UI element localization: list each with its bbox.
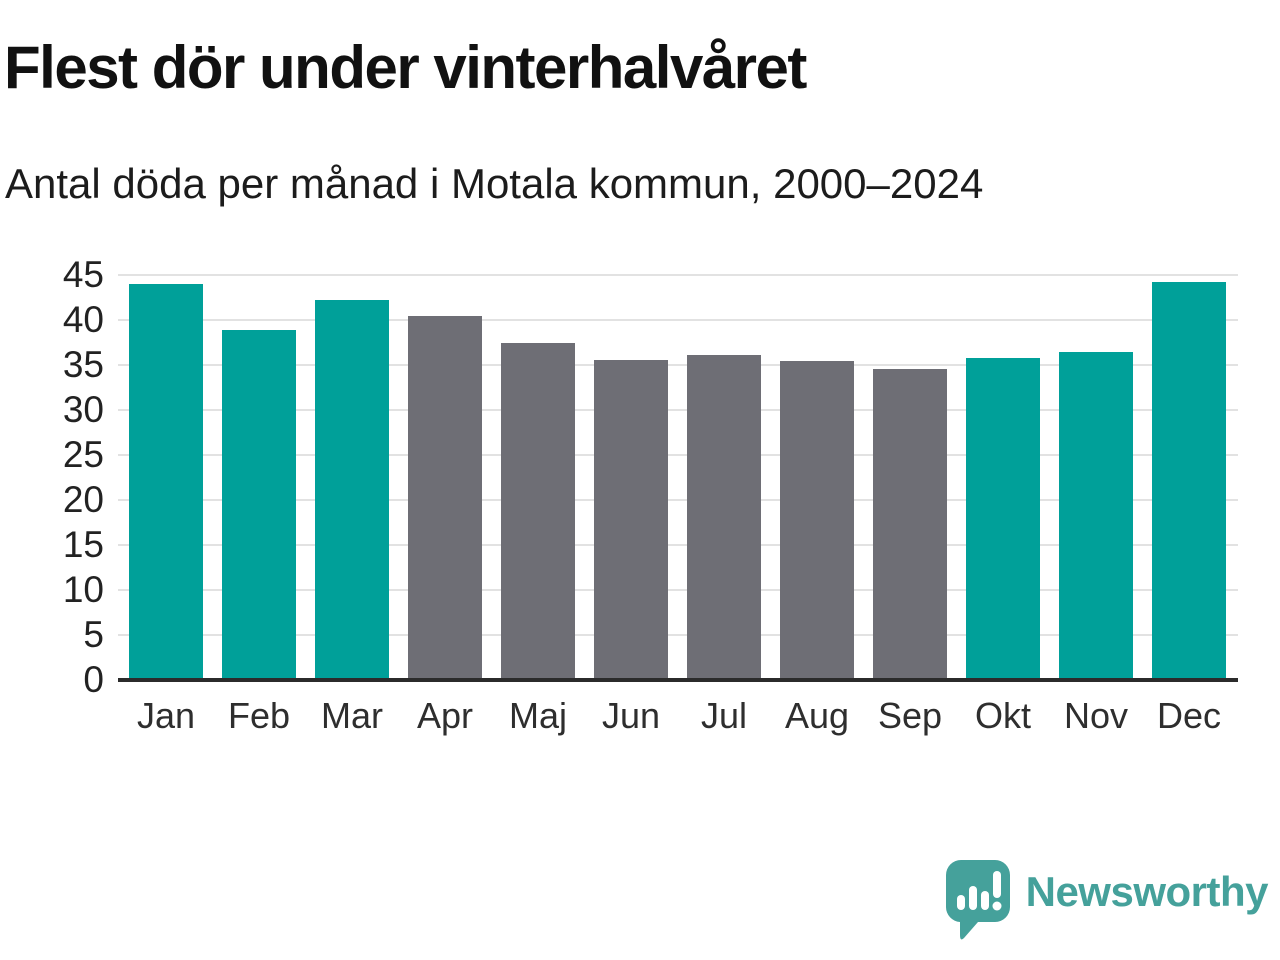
gridline-10 [118,589,1238,591]
gridline-5 [118,634,1238,636]
bar-dec [1152,282,1226,680]
bar-jan [129,284,203,680]
x-tick-label-aug: Aug [784,695,850,736]
x-tick-label-nov: Nov [1063,695,1129,736]
y-tick-label-0: 0 [83,659,104,700]
x-axis-labels: Jan Feb Mar Apr Maj Jun Jul Aug Sep Okt Nov Dec [129,695,1226,737]
x-tick-label-jul: Jul [700,695,748,736]
y-tick-label-35: 35 [62,344,104,385]
bar-mar [315,300,389,680]
y-tick-label-40: 40 [62,299,104,340]
bar-sep [873,368,947,680]
y-tick-label-20: 20 [62,479,104,520]
y-tick-label-5: 5 [83,614,104,655]
bar-jun [594,359,668,680]
x-tick-label-feb: Feb [227,695,291,736]
y-tick-label-10: 10 [62,569,104,610]
y-tick-label-15: 15 [62,524,104,565]
bar-nov [1059,351,1133,680]
y-tick-label-30: 30 [62,389,104,430]
x-tick-label-mar: Mar [321,695,383,736]
x-tick-label-apr: Apr [416,695,474,736]
newsworthy-logo-icon [945,860,1010,940]
y-tick-label-25: 25 [62,434,104,475]
brand-footer: Newsworthy [945,860,1269,942]
gridline-20 [118,499,1238,501]
x-tick-label-okt: Okt [974,695,1031,736]
x-tick-label-jan: Jan [136,695,196,736]
x-tick-label-sep: Sep [877,695,943,736]
y-axis: 0 5 10 15 20 25 30 35 40 45 [0,254,104,700]
gridline-30 [118,409,1238,411]
bar-apr [408,316,482,680]
brand-name: Newsworthy [1025,868,1269,915]
x-tick-label-dec: Dec [1156,695,1222,736]
chart-subtitle: Antal döda per månad i Motala kommun, 20… [5,160,984,207]
gridline-15 [118,544,1238,546]
bar-aug [780,360,854,680]
bar-okt [966,357,1040,680]
x-tick-label-maj: Maj [508,695,567,736]
plot-area [118,274,1238,682]
bar-series [129,282,1226,680]
gridline-25 [118,454,1238,456]
gridline-45 [118,274,1238,276]
bar-feb [222,329,296,680]
chart-title: Flest dör under vinterhalvåret [4,34,807,101]
gridline-40 [118,319,1238,321]
x-axis-line [118,678,1238,682]
bar-jul [687,355,761,680]
y-tick-label-45: 45 [62,254,104,295]
x-tick-label-jun: Jun [601,695,661,736]
gridline-35 [118,364,1238,366]
bar-maj [501,342,575,680]
